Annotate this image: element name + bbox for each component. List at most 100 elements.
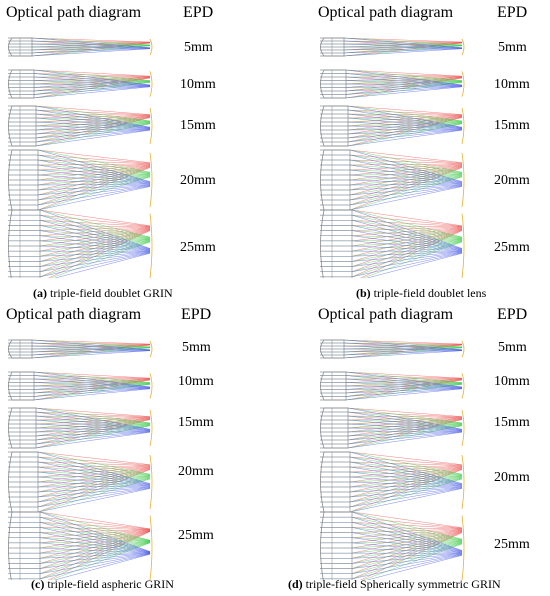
lens-front-surface bbox=[320, 371, 325, 401]
ray bbox=[349, 154, 463, 183]
ray bbox=[37, 469, 151, 513]
ray bbox=[39, 240, 151, 251]
ray bbox=[349, 478, 463, 503]
ray bbox=[351, 537, 463, 553]
image-surface bbox=[461, 409, 465, 447]
ray bbox=[37, 175, 151, 196]
ray bbox=[349, 451, 463, 465]
image-surface bbox=[461, 454, 465, 510]
ray bbox=[349, 154, 463, 173]
lens-body bbox=[12, 69, 35, 99]
ray bbox=[345, 76, 463, 85]
optical-path-diagram bbox=[320, 37, 465, 278]
ray bbox=[347, 425, 463, 445]
ray bbox=[31, 339, 151, 350]
ray bbox=[37, 164, 151, 184]
lens-body bbox=[324, 511, 353, 580]
ray bbox=[37, 476, 151, 483]
ray bbox=[31, 40, 151, 49]
ray bbox=[345, 80, 463, 86]
ray bbox=[351, 240, 463, 251]
ray bbox=[347, 129, 463, 135]
caption-c: (c) triple-field aspheric GRIN bbox=[31, 577, 174, 592]
ray bbox=[347, 123, 463, 139]
ray bbox=[35, 105, 151, 115]
ray bbox=[39, 530, 151, 574]
ray bbox=[37, 154, 151, 164]
ray bbox=[35, 424, 151, 433]
ray bbox=[345, 76, 463, 86]
ray bbox=[351, 209, 463, 226]
ray bbox=[37, 466, 151, 473]
lens-body bbox=[324, 69, 347, 99]
lens-front-surface bbox=[8, 149, 13, 211]
lens-body bbox=[12, 339, 33, 359]
ray bbox=[37, 184, 151, 186]
optical-row-1 bbox=[320, 37, 465, 57]
ray bbox=[35, 125, 151, 129]
epd-label-10mm: 10mm bbox=[180, 77, 216, 92]
ray bbox=[343, 350, 463, 356]
ray bbox=[349, 469, 463, 513]
ray bbox=[366, 555, 463, 580]
ray bbox=[31, 350, 151, 356]
ray bbox=[35, 109, 151, 122]
ray bbox=[347, 125, 463, 129]
ray bbox=[347, 431, 463, 445]
ray bbox=[35, 407, 151, 430]
ray bbox=[39, 522, 151, 541]
ray bbox=[345, 378, 463, 388]
ray bbox=[351, 547, 463, 554]
ray bbox=[33, 384, 151, 401]
ray bbox=[35, 407, 151, 424]
ray bbox=[347, 415, 463, 431]
ray bbox=[345, 77, 463, 92]
ray bbox=[351, 214, 463, 238]
ray bbox=[37, 164, 151, 176]
ray bbox=[37, 174, 151, 186]
image-surface bbox=[149, 107, 153, 145]
ray bbox=[349, 169, 463, 174]
ray bbox=[39, 532, 151, 553]
ray bbox=[37, 466, 151, 486]
ray bbox=[33, 69, 151, 77]
ray bbox=[343, 48, 463, 51]
ray bbox=[35, 411, 151, 430]
ray bbox=[37, 166, 151, 201]
ray bbox=[39, 553, 151, 564]
ray bbox=[39, 252, 151, 272]
ray bbox=[345, 83, 463, 87]
ray bbox=[349, 466, 463, 478]
optical-row-5 bbox=[8, 209, 153, 278]
lens-front-surface bbox=[8, 451, 13, 513]
ray bbox=[39, 220, 151, 250]
ray bbox=[39, 542, 151, 569]
ray bbox=[347, 430, 463, 433]
ray bbox=[35, 113, 151, 122]
ray bbox=[37, 471, 151, 476]
ray bbox=[35, 423, 151, 431]
ray bbox=[39, 252, 151, 278]
ray bbox=[347, 431, 463, 449]
ray bbox=[37, 461, 151, 476]
ray bbox=[345, 69, 463, 81]
ray bbox=[35, 431, 151, 437]
ray bbox=[35, 425, 151, 445]
ray bbox=[35, 411, 151, 418]
ray bbox=[39, 529, 151, 549]
optical-row-4 bbox=[8, 149, 153, 211]
caption-text: triple-field doublet GRIN bbox=[47, 286, 173, 300]
ray bbox=[37, 154, 151, 173]
ray bbox=[345, 76, 463, 81]
ray bbox=[35, 431, 151, 449]
ray bbox=[351, 245, 463, 252]
ray bbox=[349, 175, 463, 191]
ray bbox=[31, 339, 151, 345]
ray bbox=[37, 451, 151, 475]
lens-front-surface bbox=[320, 209, 325, 278]
ray bbox=[347, 411, 463, 418]
ray bbox=[33, 385, 151, 389]
lens-body bbox=[324, 371, 347, 401]
ray bbox=[33, 387, 151, 390]
optical-row-2 bbox=[320, 371, 465, 401]
